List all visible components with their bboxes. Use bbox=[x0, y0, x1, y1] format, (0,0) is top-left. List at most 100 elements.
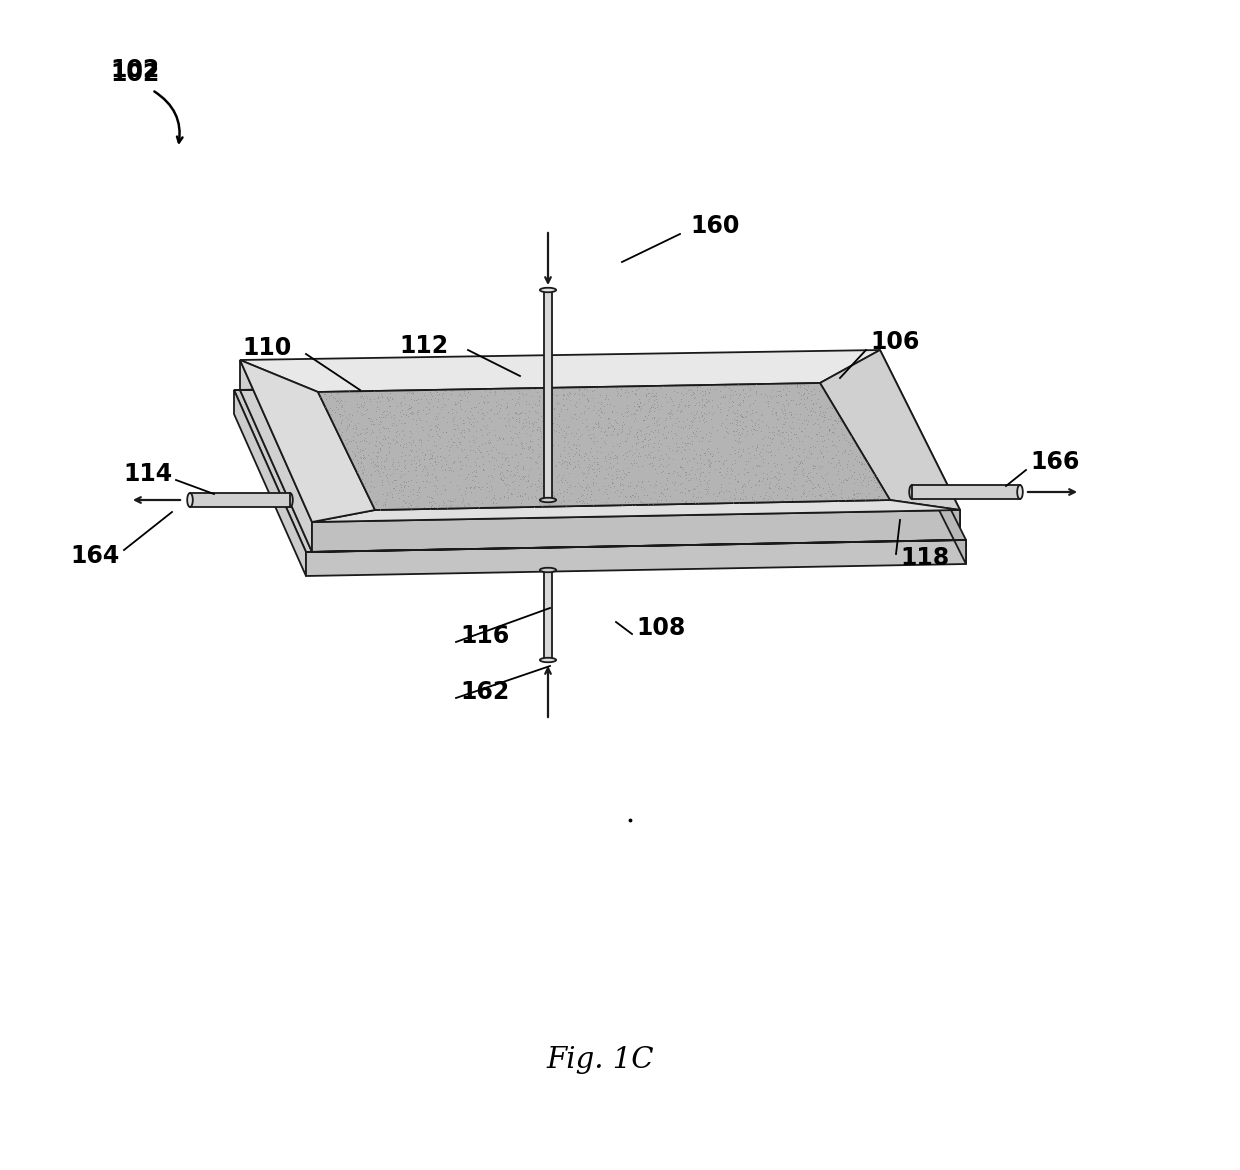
Point bbox=[310, 387, 330, 406]
Point bbox=[570, 493, 590, 511]
Point bbox=[496, 417, 516, 435]
Point bbox=[776, 391, 796, 410]
Point bbox=[356, 466, 376, 484]
Point bbox=[584, 460, 604, 479]
Point bbox=[620, 421, 640, 440]
Point bbox=[578, 392, 598, 411]
Point bbox=[367, 427, 387, 446]
Point bbox=[646, 386, 666, 405]
Point bbox=[828, 491, 848, 510]
Point bbox=[781, 419, 801, 438]
Point bbox=[366, 456, 386, 475]
Point bbox=[683, 388, 703, 407]
Point bbox=[495, 468, 515, 487]
Point bbox=[675, 397, 694, 415]
Point bbox=[479, 393, 498, 412]
Point bbox=[419, 449, 439, 468]
Point bbox=[371, 448, 391, 467]
Point bbox=[527, 383, 547, 401]
Point bbox=[374, 452, 394, 470]
Point bbox=[589, 413, 609, 432]
Point bbox=[497, 435, 517, 454]
Point bbox=[569, 407, 589, 426]
Point bbox=[337, 434, 357, 453]
Point bbox=[366, 493, 386, 511]
Point bbox=[466, 422, 486, 441]
Point bbox=[453, 413, 472, 432]
Point bbox=[420, 448, 440, 467]
Point bbox=[523, 441, 543, 460]
Point bbox=[353, 456, 373, 475]
Point bbox=[625, 397, 645, 415]
Point bbox=[500, 466, 520, 484]
Point bbox=[414, 450, 434, 469]
Point bbox=[828, 412, 848, 431]
Point bbox=[644, 380, 663, 399]
Point bbox=[518, 488, 538, 507]
Point bbox=[804, 475, 823, 494]
Point bbox=[569, 445, 589, 463]
Point bbox=[703, 445, 723, 463]
Point bbox=[531, 422, 551, 441]
Point bbox=[711, 387, 730, 406]
Point bbox=[355, 429, 374, 448]
Point bbox=[622, 486, 642, 504]
Point bbox=[481, 477, 501, 496]
Point bbox=[497, 448, 517, 467]
Point bbox=[461, 414, 481, 433]
Point bbox=[812, 406, 832, 425]
Point bbox=[756, 415, 776, 434]
Point bbox=[843, 456, 863, 475]
Point bbox=[702, 418, 722, 436]
Point bbox=[729, 494, 749, 512]
Point bbox=[510, 394, 529, 413]
Point bbox=[392, 496, 412, 515]
Point bbox=[368, 388, 388, 407]
Point bbox=[450, 452, 470, 470]
Point bbox=[316, 390, 336, 408]
Point bbox=[536, 491, 556, 510]
Point bbox=[729, 425, 749, 443]
Point bbox=[413, 400, 433, 419]
Point bbox=[733, 391, 753, 410]
Point bbox=[812, 446, 832, 464]
Point bbox=[557, 473, 577, 491]
Point bbox=[773, 394, 792, 413]
Point bbox=[490, 443, 510, 462]
Point bbox=[645, 494, 665, 512]
Point bbox=[738, 439, 758, 457]
Point bbox=[396, 381, 415, 400]
Point bbox=[534, 486, 554, 504]
Point bbox=[565, 457, 585, 476]
Point bbox=[572, 484, 591, 503]
Point bbox=[720, 445, 740, 463]
Point bbox=[563, 447, 583, 466]
Point bbox=[646, 494, 666, 512]
Point bbox=[858, 475, 878, 494]
Point bbox=[347, 401, 367, 420]
Point bbox=[703, 484, 723, 503]
Point bbox=[698, 449, 718, 468]
Point bbox=[655, 387, 675, 406]
Point bbox=[494, 428, 513, 447]
Point bbox=[501, 486, 521, 504]
Point bbox=[715, 464, 735, 483]
Point bbox=[315, 398, 335, 417]
Point bbox=[370, 440, 389, 459]
Point bbox=[497, 398, 517, 417]
Point bbox=[743, 459, 763, 477]
Point bbox=[537, 481, 557, 500]
Point bbox=[672, 433, 692, 452]
Point bbox=[629, 473, 649, 491]
Point bbox=[866, 467, 885, 486]
Point bbox=[351, 394, 371, 413]
Polygon shape bbox=[234, 390, 306, 576]
Point bbox=[841, 426, 861, 445]
Point bbox=[701, 426, 720, 445]
Point bbox=[425, 438, 445, 456]
Point bbox=[746, 381, 766, 400]
Point bbox=[792, 374, 812, 393]
Point bbox=[477, 474, 497, 493]
Point bbox=[804, 455, 823, 474]
Point bbox=[613, 475, 632, 494]
